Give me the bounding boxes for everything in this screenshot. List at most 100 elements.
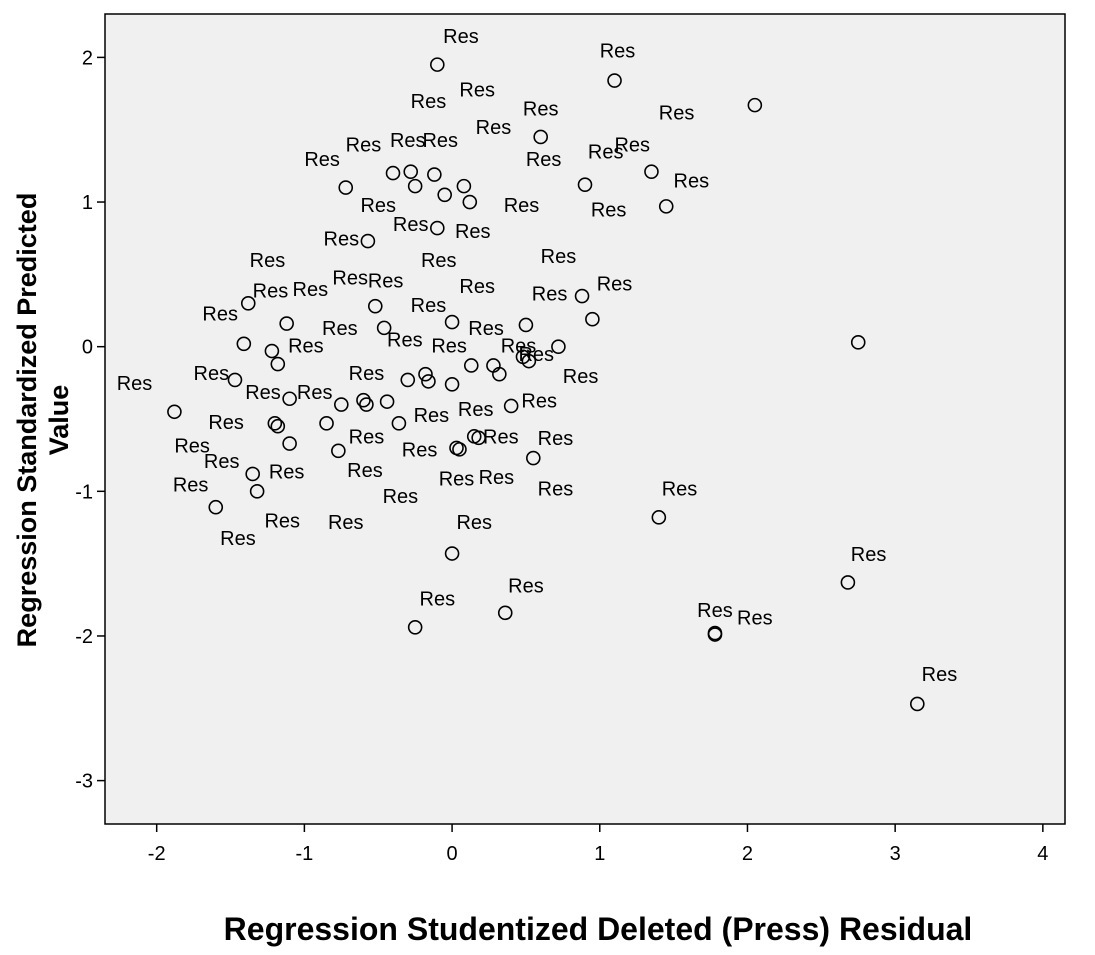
data-point [577,177,593,192]
point-label: Res [347,460,383,482]
point-label: Res [563,366,599,388]
data-point [430,57,445,72]
point-label: Res [439,469,475,491]
point-label: Res [526,149,562,171]
data-point [607,73,622,88]
point-label: Res [173,474,209,496]
data-point [338,180,354,195]
point-label: Res [328,512,364,534]
data-point [245,466,260,482]
x-tick-label: 1 [594,843,605,865]
data-point [840,575,856,590]
y-tick-label: -3 [75,771,93,793]
point-label: Res [346,134,382,156]
x-tick-label: 0 [447,843,458,865]
data-point [279,316,294,331]
data-point [379,394,395,409]
y-axis-title-line-1: Regression Standardized Predicted [12,193,42,648]
data-point [385,165,401,181]
point-label: Res [250,250,286,272]
data-point [331,443,346,459]
data-point [651,510,667,525]
point-label: Res [202,304,238,326]
point-label: Res [288,335,324,357]
point-label: Res [220,528,256,550]
data-point [407,619,423,635]
data-point [400,372,416,388]
plot-area [104,13,1066,825]
data-point [471,430,486,446]
data-point [444,546,460,561]
point-label: Res [253,281,289,303]
point-label: Res [476,117,512,139]
point-label: Res [614,134,650,156]
point-label: Res [458,399,494,421]
x-axis-title: Regression Studentized Deleted (Press) R… [224,911,973,947]
point-label: Res [349,363,385,385]
data-point [492,366,507,382]
data-point [270,418,286,434]
point-label: Res [523,98,559,120]
point-label: Res [204,451,240,473]
data-point [360,233,376,249]
data-point [497,605,513,621]
data-point [227,372,243,388]
point-label: Res [393,214,429,236]
point-label: Res [383,486,419,508]
data-point [282,391,297,407]
point-label: Res [662,479,698,501]
data-point [236,336,252,352]
point-label: Res [541,246,577,268]
point-label: Res [431,335,467,357]
point-label: Res [360,195,396,217]
data-point [658,199,674,214]
point-label: Res [293,279,329,301]
point-label: Res [387,330,423,352]
point-label: Res [518,344,554,366]
point-label: Res [508,576,544,598]
point-label: Res [194,363,230,385]
point-label: Res [851,544,887,566]
point-label: Res [402,440,438,462]
data-point [240,295,256,311]
point-label: Res [349,427,385,449]
point-label: Res [483,427,519,449]
data-point [707,627,723,642]
y-axis-title: Regression Standardized Predicted Value [12,193,74,648]
data-point [376,320,392,336]
point-label: Res [174,435,210,457]
point-label: Res [420,589,456,611]
data-point [747,97,763,113]
y-tick-label: 1 [82,192,93,214]
point-label: Res [737,607,773,629]
point-label: Res [368,270,404,292]
data-point [462,194,478,210]
data-point [249,484,265,499]
data-point [367,298,383,314]
point-label: Res [501,335,537,357]
data-point [359,397,374,412]
point-label: Res [459,276,495,298]
point-label: Res [697,600,733,622]
point-label: Res [414,405,450,427]
point-label: Res [421,250,457,272]
x-tick-label: -2 [148,843,166,865]
data-point [418,366,433,382]
data-point [526,450,541,466]
x-tick-label: 2 [742,843,753,865]
x-tick-label: 3 [890,843,901,865]
data-point [850,335,866,350]
point-label: Res [443,26,479,48]
point-label: Res [532,283,568,305]
point-label: Res [588,142,624,164]
data-point [391,416,407,431]
data-point [407,178,423,194]
data-point [270,356,286,372]
data-point [282,436,297,451]
y-axis-title-line-2: Value [44,385,74,456]
data-point [521,353,537,369]
data-point [910,696,925,712]
y-tick-label: -2 [75,626,93,648]
point-label: Res [264,510,300,532]
